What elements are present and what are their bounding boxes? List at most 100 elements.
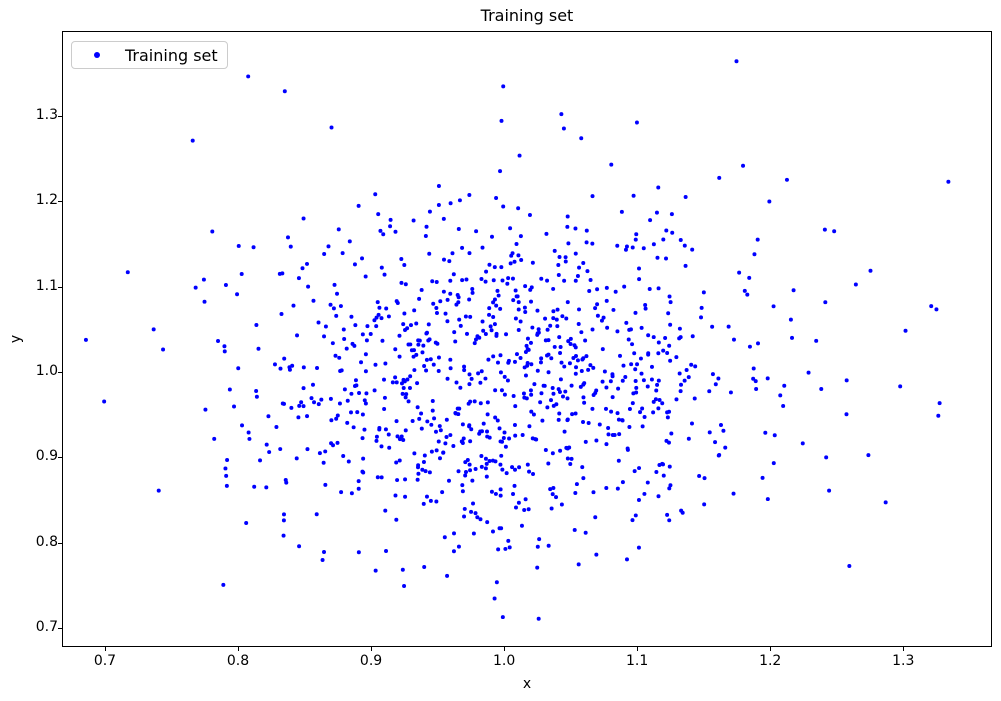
- data-point: [543, 448, 548, 453]
- data-point: [583, 338, 588, 343]
- data-point: [507, 436, 512, 441]
- data-point: [556, 272, 561, 277]
- data-point: [489, 234, 494, 239]
- data-point: [424, 224, 429, 229]
- data-point: [552, 344, 557, 349]
- data-point: [577, 265, 582, 270]
- data-point: [630, 245, 635, 250]
- data-point: [460, 441, 465, 445]
- data-point: [295, 333, 300, 338]
- data-point: [504, 332, 509, 337]
- data-point: [402, 262, 407, 267]
- data-point: [573, 345, 578, 350]
- data-point: [401, 437, 406, 442]
- data-point: [151, 327, 156, 332]
- data-point: [583, 530, 588, 535]
- data-point: [399, 280, 404, 285]
- data-point: [579, 330, 584, 335]
- data-point: [527, 424, 532, 429]
- data-point: [508, 226, 513, 231]
- data-point: [716, 376, 721, 381]
- data-point: [593, 515, 598, 520]
- data-point: [468, 468, 473, 473]
- data-point: [505, 281, 510, 286]
- data-point: [600, 379, 605, 384]
- data-point: [340, 251, 345, 256]
- data-point: [491, 278, 496, 283]
- data-point: [937, 401, 942, 406]
- data-point: [710, 372, 715, 377]
- data-point: [536, 616, 541, 621]
- data-point: [363, 274, 368, 279]
- data-point: [378, 228, 383, 233]
- data-point: [562, 364, 567, 369]
- data-point: [642, 491, 647, 496]
- data-point: [431, 362, 436, 367]
- data-point: [510, 465, 515, 470]
- data-point: [386, 314, 391, 319]
- data-point: [448, 291, 453, 296]
- data-point: [335, 413, 340, 418]
- data-point: [667, 464, 672, 469]
- data-point: [399, 434, 404, 439]
- data-point: [630, 342, 635, 347]
- data-point: [399, 256, 404, 261]
- data-point: [579, 369, 584, 374]
- data-point: [824, 455, 829, 460]
- data-point: [356, 479, 361, 484]
- data-point: [496, 547, 501, 552]
- data-point: [784, 177, 789, 182]
- data-point: [557, 335, 562, 340]
- data-point: [236, 366, 241, 371]
- data-point: [403, 282, 408, 287]
- data-point: [498, 462, 503, 467]
- data-point: [498, 169, 503, 174]
- data-point: [326, 244, 331, 249]
- data-point: [560, 314, 565, 319]
- data-point: [337, 355, 342, 360]
- data-point: [595, 287, 600, 292]
- data-point: [452, 531, 456, 536]
- data-point: [479, 464, 484, 469]
- data-point: [338, 304, 343, 309]
- data-point: [473, 337, 478, 342]
- data-point: [502, 430, 507, 435]
- data-point: [503, 546, 508, 551]
- data-point: [510, 276, 515, 281]
- data-point: [556, 417, 561, 422]
- data-point: [640, 424, 645, 429]
- data-point: [499, 526, 504, 531]
- data-point: [747, 344, 752, 349]
- data-point: [410, 419, 415, 424]
- y-tick-mark: [58, 115, 62, 117]
- data-point: [648, 218, 653, 223]
- data-point: [421, 343, 426, 348]
- data-point: [604, 385, 609, 390]
- data-point: [506, 538, 511, 543]
- data-point: [434, 499, 439, 504]
- data-point: [677, 326, 682, 331]
- data-point: [420, 350, 425, 355]
- data-point: [502, 374, 507, 379]
- data-point: [575, 358, 580, 363]
- data-point: [434, 306, 439, 311]
- data-point: [451, 549, 456, 554]
- data-point: [633, 379, 638, 384]
- data-point: [620, 480, 625, 485]
- data-point: [520, 433, 525, 438]
- data-point: [408, 323, 413, 328]
- data-point: [531, 471, 536, 476]
- data-point: [441, 450, 446, 455]
- data-point: [540, 418, 545, 423]
- data-point: [376, 312, 381, 317]
- data-point: [689, 421, 694, 426]
- data-point: [513, 288, 518, 293]
- data-point: [317, 451, 322, 456]
- data-point: [655, 382, 660, 387]
- data-point: [519, 523, 524, 528]
- data-point: [256, 346, 261, 351]
- data-point: [300, 266, 305, 271]
- data-point: [356, 550, 361, 555]
- data-point: [448, 201, 453, 206]
